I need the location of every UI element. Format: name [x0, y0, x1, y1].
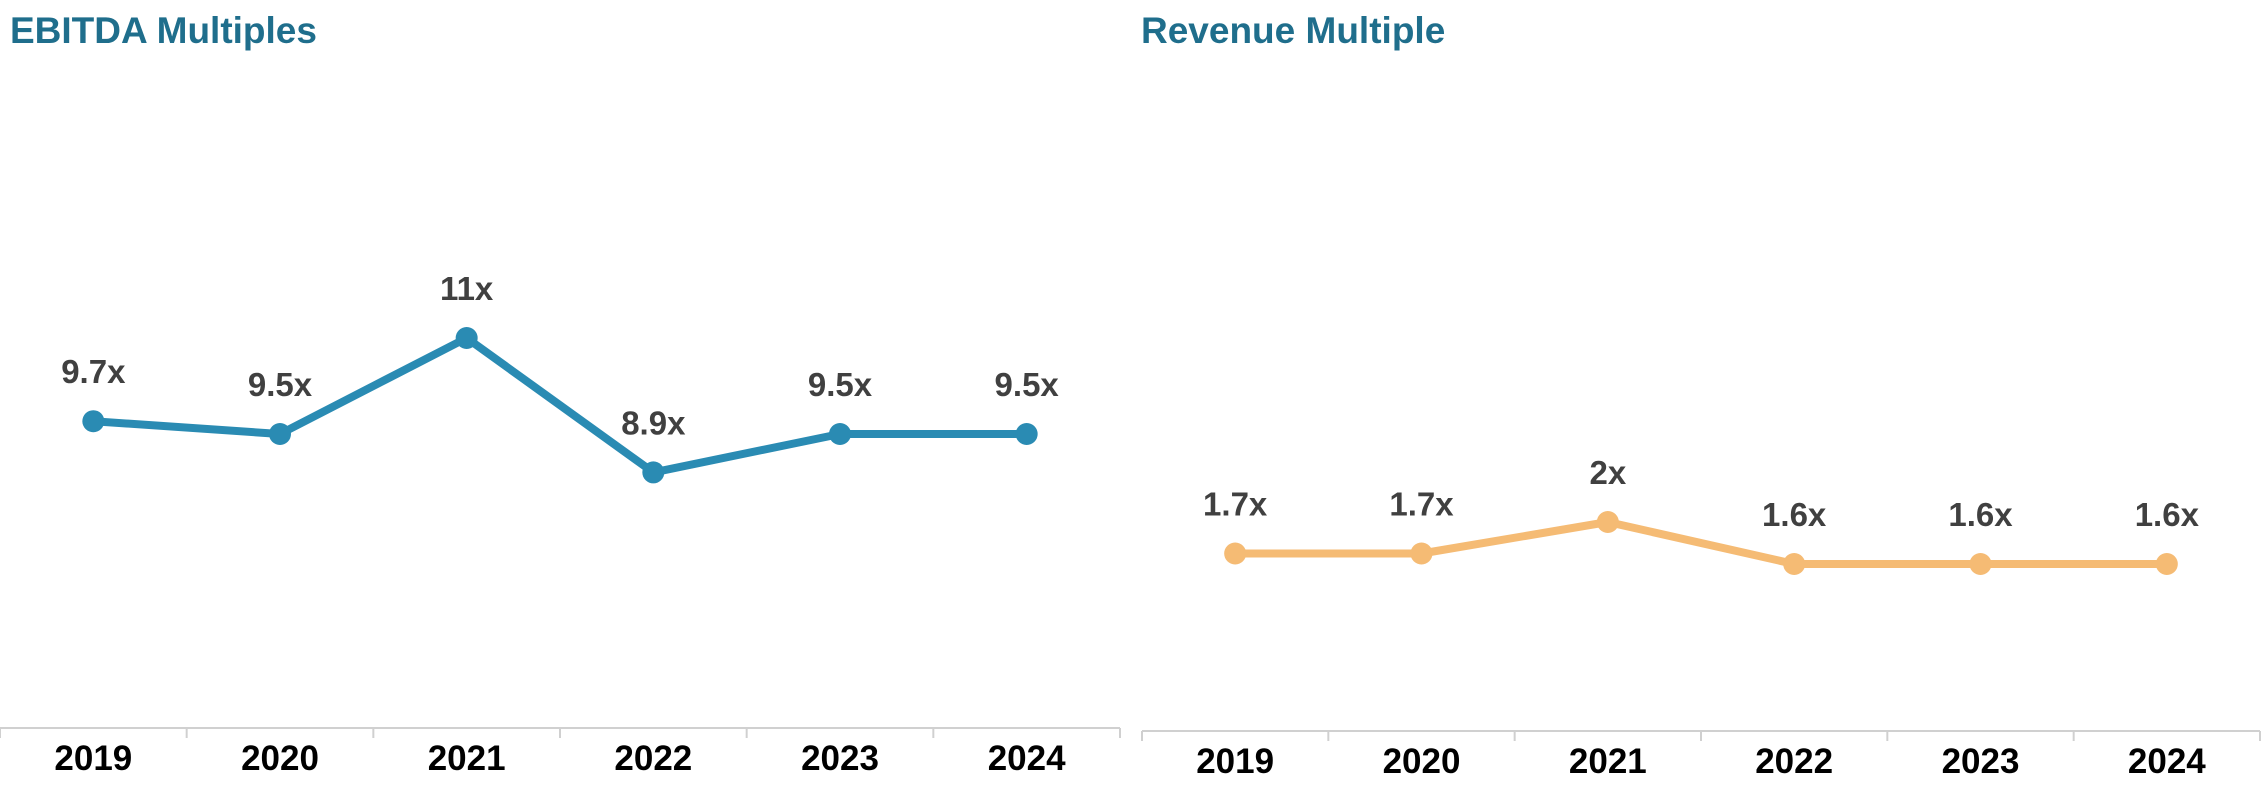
x-tick-label: 2019	[1196, 742, 1274, 781]
x-tick-label: 2020	[241, 739, 319, 778]
x-tick-label: 2021	[428, 739, 506, 778]
revenue-data-point	[1596, 511, 1619, 533]
revenue-line-chart: 2019 2020 2021 2022 2023 2024 1.7x 1.7x 2x 1.6x 1.…	[1141, 454, 2261, 781]
revenue-data-label: 1.7x	[1389, 486, 1454, 523]
ebitda-series-line	[89, 334, 1031, 477]
ebitda-chart-panel: EBITDA Multiples 2019 2020 2021 2022 2023 202…	[0, 0, 1130, 811]
revenue-series-line	[1231, 518, 2171, 568]
x-tick-label: 2023	[801, 739, 879, 778]
revenue-data-point	[1969, 553, 1992, 575]
ebitda-data-label: 8.9x	[621, 404, 686, 441]
revenue-data-point	[2155, 553, 2178, 575]
x-tick-label: 2021	[1569, 742, 1647, 781]
revenue-data-label: 2x	[1589, 454, 1626, 491]
x-tick-label: 2022	[614, 739, 692, 778]
x-tick-label: 2024	[988, 739, 1066, 778]
x-tick-label: 2020	[1383, 742, 1461, 781]
x-tick-label: 2022	[1755, 742, 1833, 781]
ebitda-data-label: 9.5x	[248, 366, 313, 403]
revenue-data-point	[1224, 542, 1247, 565]
x-tick-label: 2023	[1942, 742, 2020, 781]
revenue-data-point	[1410, 542, 1433, 565]
revenue-data-label: 1.6x	[2135, 496, 2200, 533]
revenue-data-point	[1783, 553, 1806, 575]
ebitda-data-label: 9.7x	[61, 353, 126, 390]
ebitda-data-label: 11x	[440, 270, 494, 307]
ebitda-data-point	[642, 461, 665, 484]
x-tick-label: 2019	[54, 739, 132, 778]
revenue-chart-title: Revenue Multiple	[1141, 10, 1446, 51]
x-tick-label: 2024	[2128, 742, 2206, 781]
revenue-chart-panel: Revenue Multiple 2019 2020 2021 2022 2023 202…	[1130, 0, 2263, 811]
ebitda-data-point	[82, 410, 105, 433]
ebitda-data-label: 9.5x	[995, 366, 1060, 403]
revenue-data-label: 1.6x	[1762, 496, 1827, 533]
ebitda-data-point	[829, 423, 851, 445]
ebitda-data-point	[1015, 423, 1038, 445]
ebitda-data-label: 9.5x	[808, 366, 873, 403]
revenue-data-label: 1.7x	[1203, 486, 1268, 523]
ebitda-data-point	[455, 327, 478, 349]
ebitda-chart-title: EBITDA Multiples	[10, 10, 317, 51]
ebitda-line-chart: 2019 2020 2021 2022 2023 2024 9.7x 9.5x 11x 8.9x 9…	[0, 270, 1121, 778]
ebitda-data-point	[269, 423, 291, 445]
revenue-data-label: 1.6x	[1948, 496, 2013, 533]
